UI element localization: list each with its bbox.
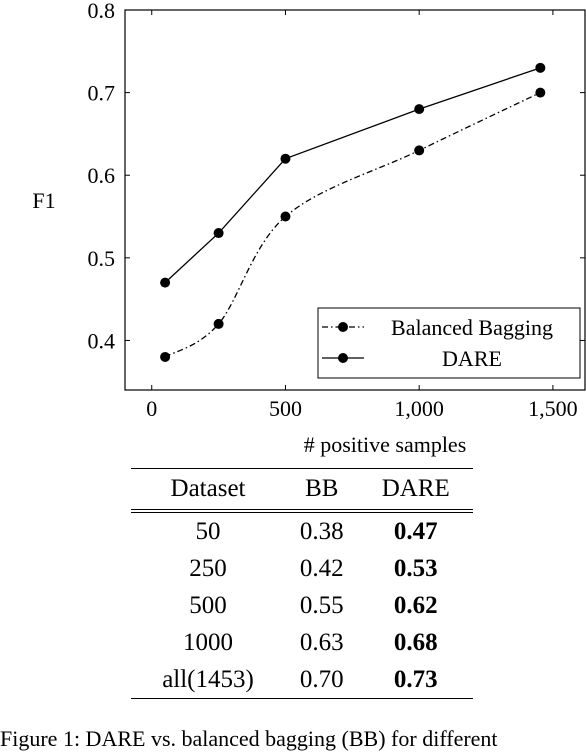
column-header-dare: DARE xyxy=(358,468,473,513)
data-point-balanced-bagging xyxy=(414,145,425,156)
cell-dataset: 250 xyxy=(189,554,227,582)
chart-legend: Balanced Bagging DARE xyxy=(317,307,581,379)
figure-caption: Figure 1: DARE vs. balanced bagging (BB)… xyxy=(0,726,498,751)
y-tick-label: 0.7 xyxy=(88,81,116,106)
legend-box xyxy=(317,307,581,379)
y-tick-label: 0.6 xyxy=(88,163,116,188)
cell-dare: 0.62 xyxy=(393,591,438,619)
y-axis-label: F1 xyxy=(32,188,55,213)
data-point-dare xyxy=(160,277,171,288)
table-row: 250 0.42 0.53 xyxy=(131,550,473,587)
cell-dare: 0.53 xyxy=(393,554,438,582)
table-header-row: Dataset BB DARE xyxy=(131,468,473,513)
data-point-balanced-bagging xyxy=(160,351,171,362)
results-table: Dataset BB DARE 50 0.38 0.47 250 0.42 0.… xyxy=(131,468,473,699)
table-row: 500 0.55 0.62 xyxy=(131,587,473,624)
data-point-dare xyxy=(535,62,546,73)
column-header-dataset: Dataset xyxy=(131,468,286,513)
cell-dare: 0.73 xyxy=(358,661,473,699)
legend-marker-dare xyxy=(338,353,348,363)
table-row: 50 0.38 0.47 xyxy=(131,511,473,550)
cell-bb: 0.42 xyxy=(299,554,344,582)
x-tick-label: 1,500 xyxy=(528,396,578,421)
data-point-balanced-bagging xyxy=(213,318,224,329)
cell-bb: 0.38 xyxy=(299,517,344,545)
legend-label-balanced-bagging: Balanced Bagging xyxy=(391,315,553,340)
cell-dare: 0.68 xyxy=(393,628,438,656)
series-line-dare xyxy=(164,67,541,284)
data-point-balanced-bagging xyxy=(535,87,546,98)
x-tick-label: 0 xyxy=(146,396,157,421)
legend-marker-balanced-bagging xyxy=(338,322,348,332)
table-row: all(1453) 0.70 0.73 xyxy=(131,661,473,699)
chart-series xyxy=(160,62,546,362)
data-point-dare xyxy=(280,153,291,164)
cell-bb: 0.63 xyxy=(299,628,344,656)
data-point-dare xyxy=(213,228,224,239)
y-tick-label: 0.5 xyxy=(88,246,116,271)
y-tick-label: 0.4 xyxy=(88,328,116,353)
column-header-bb: BB xyxy=(285,468,359,513)
cell-bb: 0.55 xyxy=(299,591,344,619)
plot-frame xyxy=(124,9,586,391)
legend-label-dare: DARE xyxy=(442,346,502,371)
cell-dataset: 50 xyxy=(195,517,221,545)
table-row: 1000 0.63 0.68 xyxy=(131,624,473,661)
x-tick-label: 500 xyxy=(269,396,302,421)
data-point-dare xyxy=(414,104,425,115)
x-tick-label: 1,000 xyxy=(394,396,444,421)
chart-axes: 0 500 1,000 1,500 0.4 0.5 0.6 0.7 0.8 xyxy=(88,0,586,421)
cell-dataset: 500 xyxy=(189,591,227,619)
cell-dare: 0.47 xyxy=(393,517,438,545)
cell-dataset: 1000 xyxy=(183,628,234,656)
line-chart: 0 500 1,000 1,500 0.4 0.5 0.6 0.7 0.8 Balanced B… xyxy=(32,0,586,457)
cell-dataset: all(1453) xyxy=(131,661,286,699)
x-axis-label: # positive samples xyxy=(304,432,467,457)
data-point-balanced-bagging xyxy=(280,211,291,222)
cell-bb: 0.70 xyxy=(285,661,359,699)
y-tick-label: 0.8 xyxy=(88,0,116,23)
